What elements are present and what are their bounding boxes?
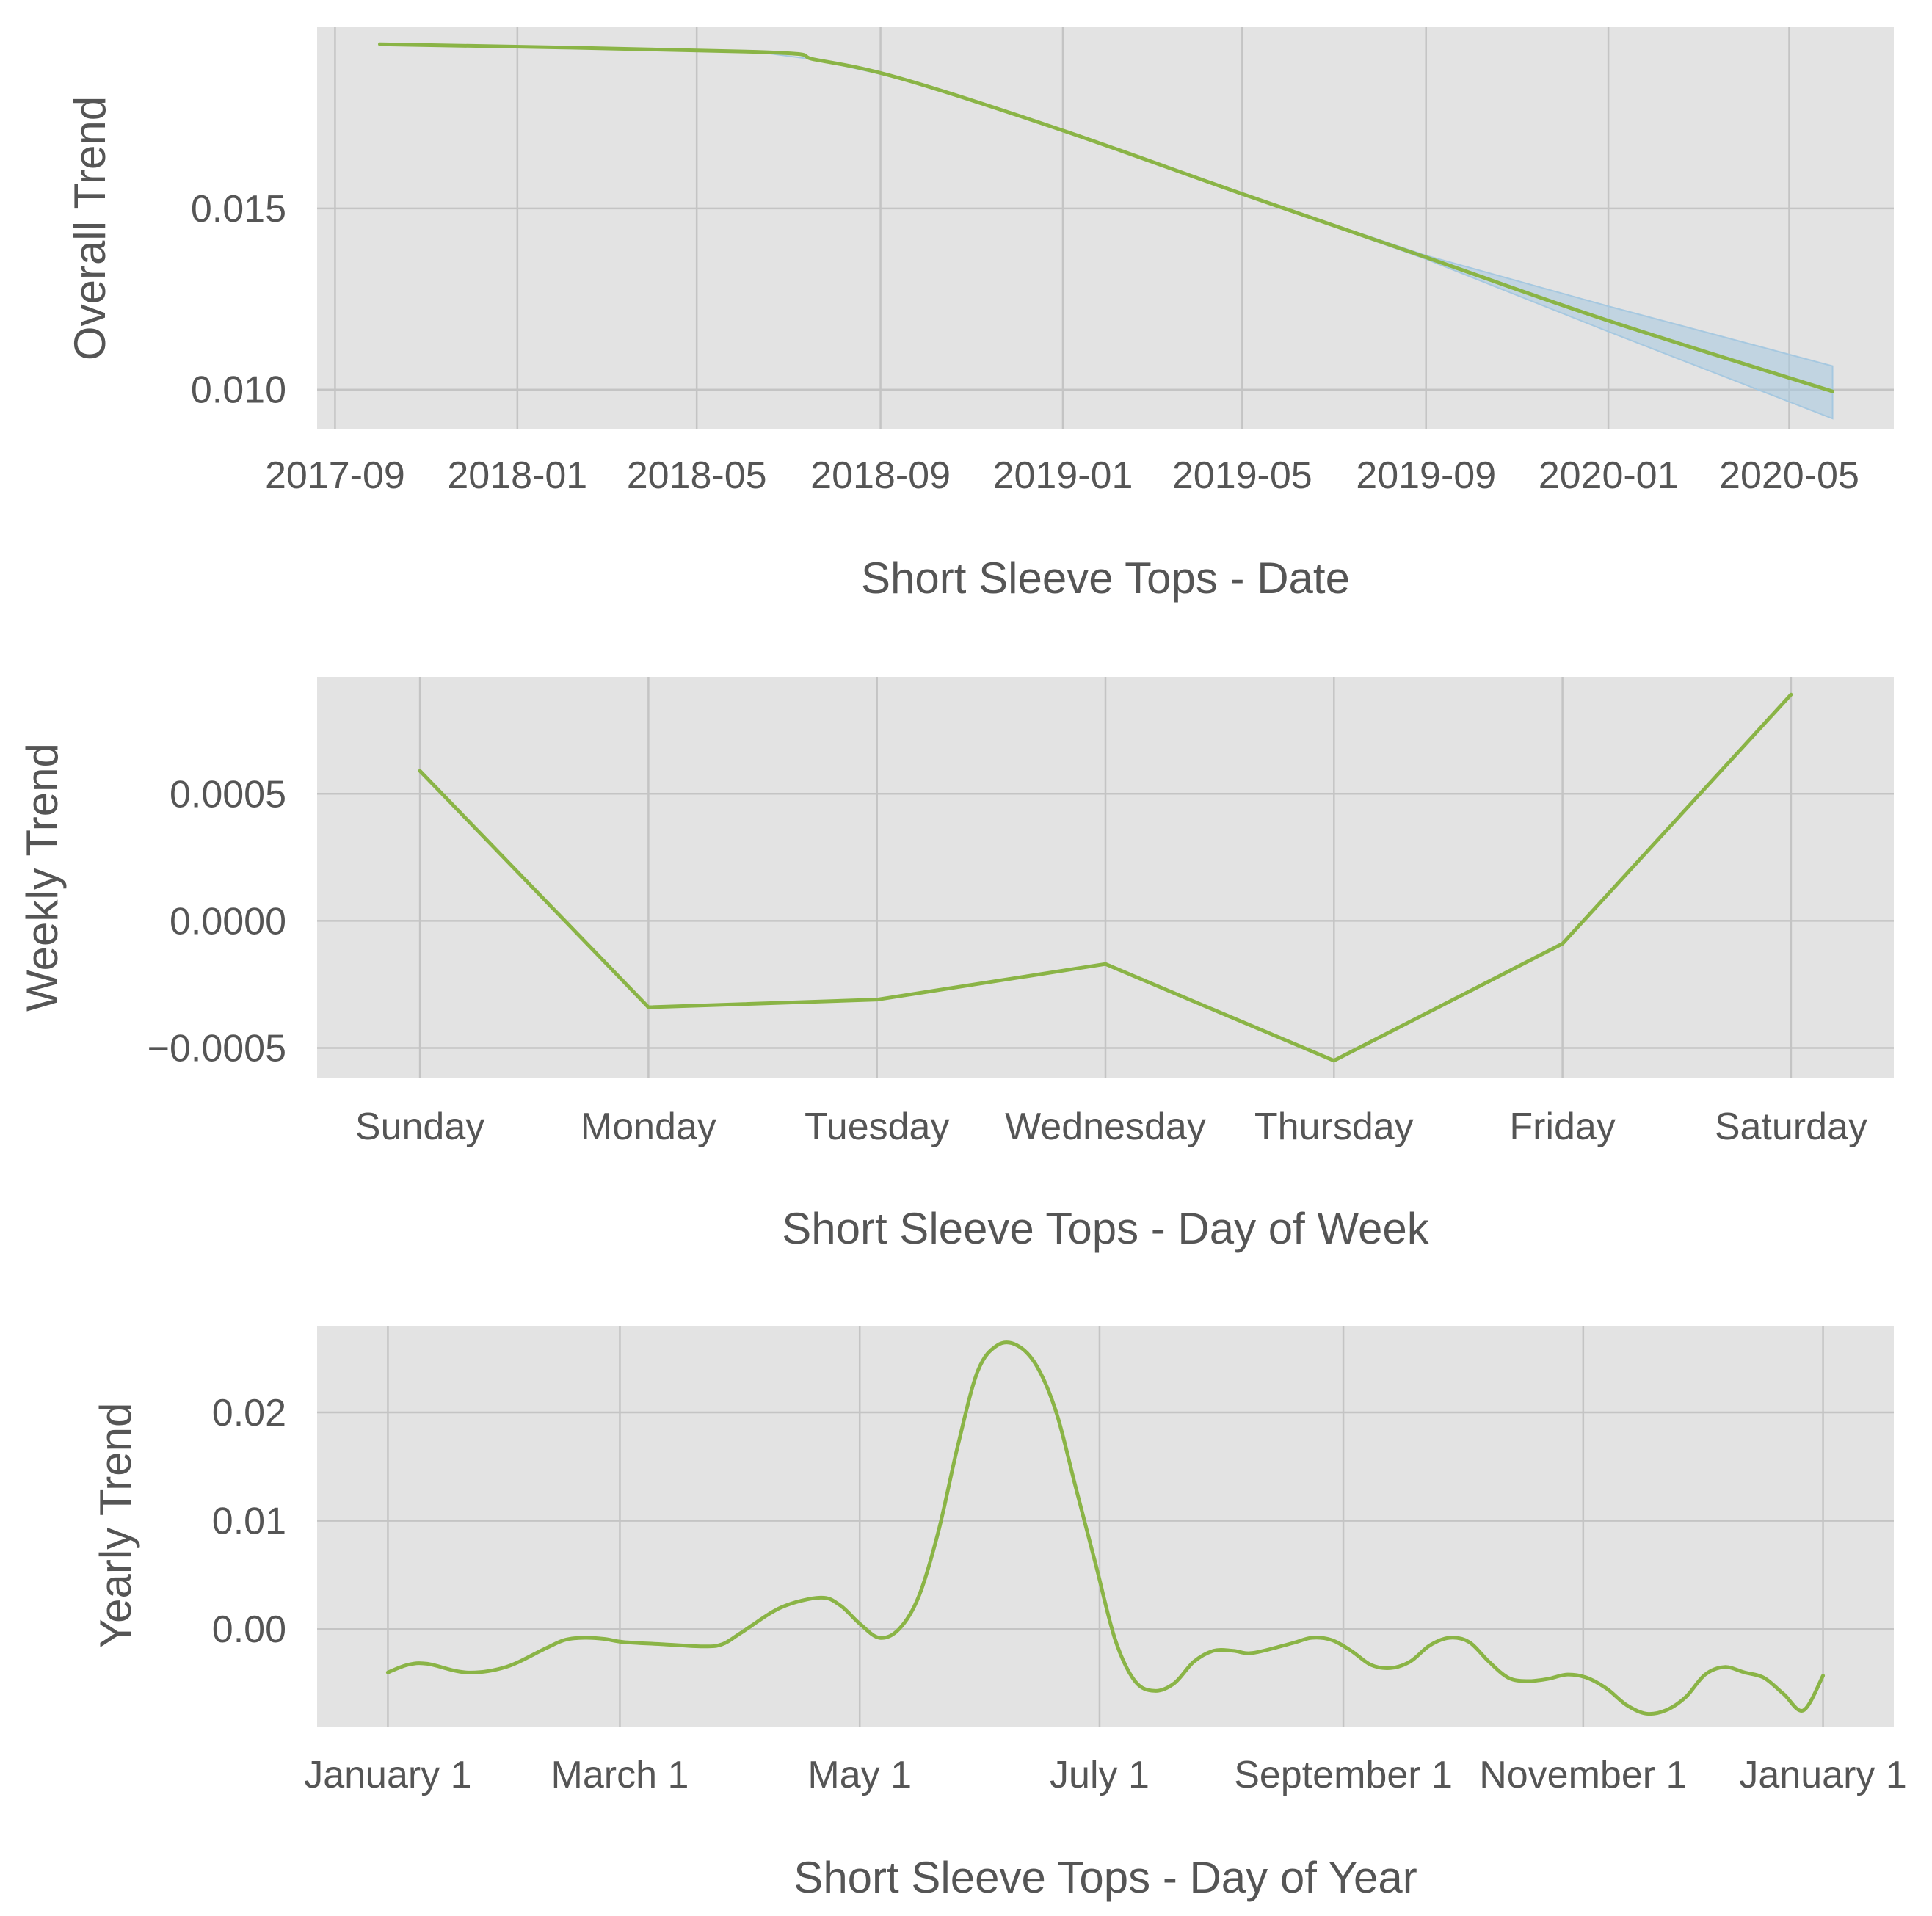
y-tick-label: 0.01 xyxy=(212,1500,286,1543)
y-tick-label: 0.00 xyxy=(212,1608,286,1651)
x-tick-label: 2017-09 xyxy=(265,454,405,497)
plot-area xyxy=(317,1326,1894,1727)
x-tick-label: 2018-09 xyxy=(810,454,951,497)
series-lines xyxy=(418,692,1793,1063)
trend-line xyxy=(385,1340,1826,1716)
grid-lines xyxy=(317,1326,1894,1727)
series-lines xyxy=(378,42,1835,393)
x-tick-label: July 1 xyxy=(1050,1754,1150,1796)
x-tick-label: September 1 xyxy=(1234,1754,1453,1796)
x-axis-label: Short Sleeve Tops - Day of Week xyxy=(782,1204,1430,1253)
x-tick-label: Sunday xyxy=(355,1106,484,1148)
y-axis-label: Overall Trend xyxy=(65,96,115,360)
y-axis-label: Weekly Trend xyxy=(18,743,67,1012)
trend-line xyxy=(378,42,1835,393)
y-tick-label: 0.0005 xyxy=(170,773,286,816)
x-tick-label: November 1 xyxy=(1479,1754,1687,1796)
weekly-trend-panel: Sunday Monday Tuesday Wednesday Thursday Frid… xyxy=(18,677,1894,1253)
y-tick-labels: 0.010 0.015 xyxy=(191,188,286,412)
y-tick-labels: 0.02 0.01 0.00 xyxy=(212,1392,286,1651)
x-axis-label: Short Sleeve Tops - Day of Year xyxy=(794,1853,1417,1902)
x-tick-label: January 1 xyxy=(1739,1754,1906,1796)
y-axis-label: Yearly Trend xyxy=(91,1403,140,1649)
overall-trend-panel: 2017-09 2018-01 2018-05 2018-09 2019-01 2019-… xyxy=(65,27,1894,603)
grid-lines xyxy=(317,27,1894,429)
x-tick-label: 2019-05 xyxy=(1172,454,1312,497)
x-tick-label: 2020-01 xyxy=(1539,454,1679,497)
x-tick-label: Monday xyxy=(581,1106,716,1148)
x-tick-label: 2019-09 xyxy=(1356,454,1496,497)
x-tick-label: January 1 xyxy=(304,1754,471,1796)
y-tick-label: 0.0000 xyxy=(170,900,286,943)
series-lines xyxy=(385,1340,1826,1716)
y-tick-label: 0.010 xyxy=(191,369,286,412)
plot-area xyxy=(317,27,1894,429)
x-tick-label: 2018-01 xyxy=(447,454,587,497)
x-tick-labels: 2017-09 2018-01 2018-05 2018-09 2019-01 2019-… xyxy=(265,454,1859,497)
x-tick-label: Saturday xyxy=(1715,1106,1867,1148)
x-tick-label: Wednesday xyxy=(1005,1106,1206,1148)
grid-lines xyxy=(317,677,1894,1078)
x-tick-label: May 1 xyxy=(807,1754,912,1796)
x-tick-label: Tuesday xyxy=(805,1106,950,1148)
y-tick-label: 0.015 xyxy=(191,188,286,231)
y-tick-label: 0.02 xyxy=(212,1392,286,1434)
x-tick-label: March 1 xyxy=(551,1754,689,1796)
x-tick-label: Friday xyxy=(1509,1106,1615,1148)
y-tick-label: −0.0005 xyxy=(148,1027,286,1070)
trend-line xyxy=(418,692,1793,1063)
x-tick-label: 2019-01 xyxy=(993,454,1133,497)
x-axis-label: Short Sleeve Tops - Date xyxy=(861,554,1350,603)
x-tick-label: 2018-05 xyxy=(627,454,767,497)
x-tick-label: 2020-05 xyxy=(1719,454,1859,497)
x-tick-labels: Sunday Monday Tuesday Wednesday Thursday Frid… xyxy=(355,1106,1867,1148)
x-tick-label: Thursday xyxy=(1254,1106,1414,1148)
x-tick-labels: January 1 March 1 May 1 July 1 September 1 No… xyxy=(304,1754,1907,1796)
y-tick-labels: 0.0005 0.0000 −0.0005 xyxy=(148,773,286,1070)
yearly-trend-panel: January 1 March 1 May 1 July 1 September 1 No… xyxy=(91,1326,1907,1902)
